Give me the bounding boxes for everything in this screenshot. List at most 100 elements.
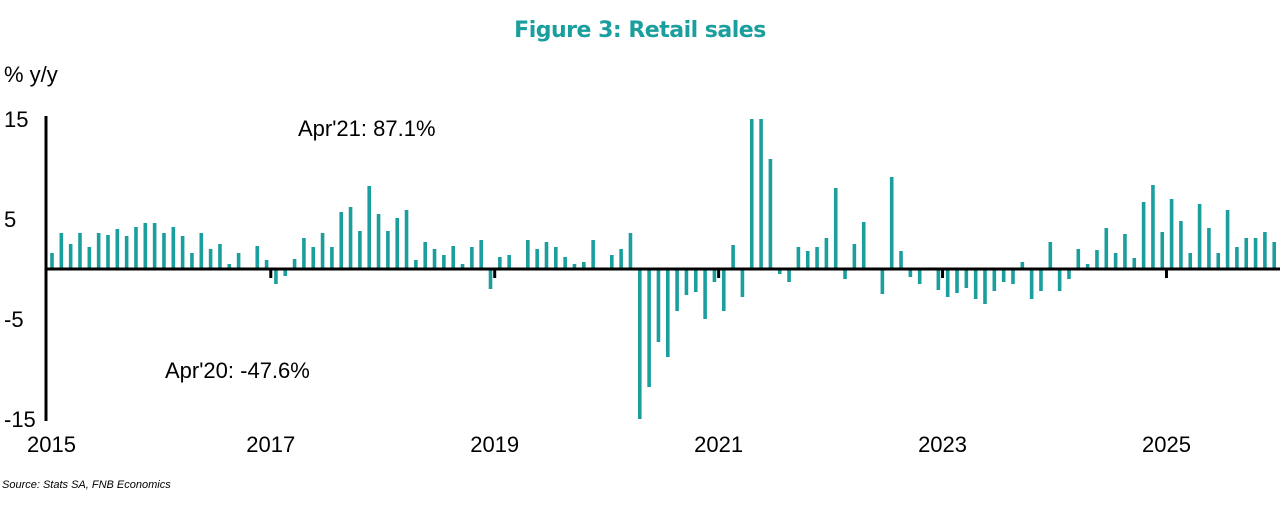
- bar: [124, 236, 129, 269]
- bar: [1085, 264, 1090, 269]
- bar: [656, 269, 661, 342]
- bar: [554, 247, 558, 269]
- bar: [339, 212, 344, 269]
- bar: [208, 249, 213, 269]
- bar: [1188, 253, 1193, 269]
- bar: [992, 269, 997, 291]
- x-tick-label: 2023: [918, 432, 967, 457]
- bar: [777, 269, 782, 274]
- bar: [302, 238, 306, 269]
- bar: [1197, 204, 1202, 269]
- bar: [106, 235, 110, 269]
- bar: [563, 257, 567, 269]
- bar: [749, 119, 754, 269]
- bar: [880, 269, 885, 294]
- bar: [591, 240, 595, 269]
- bar: [87, 247, 92, 269]
- bar: [861, 222, 866, 269]
- bar: [693, 269, 698, 292]
- bar: [1001, 269, 1006, 282]
- bar: [171, 227, 176, 269]
- bar: [1151, 185, 1155, 269]
- bar: [852, 244, 857, 269]
- source-note: Source: Stats SA, FNB Economics: [2, 479, 171, 491]
- bar: [1020, 262, 1025, 269]
- bar: [936, 269, 941, 290]
- bar: [983, 269, 987, 304]
- bar: [889, 177, 894, 269]
- x-tick-label: 2025: [1142, 432, 1191, 457]
- bar: [1225, 210, 1230, 269]
- bar: [1029, 269, 1034, 299]
- bar: [675, 269, 679, 311]
- bar: [1123, 234, 1127, 269]
- bar: [703, 269, 707, 319]
- bar: [908, 269, 913, 277]
- bar: [442, 255, 446, 269]
- bar: [227, 264, 232, 269]
- bar: [199, 233, 204, 269]
- bar: [1095, 250, 1099, 269]
- bar: [526, 240, 530, 269]
- bar: [376, 214, 381, 269]
- bar: [759, 119, 763, 269]
- bar: [320, 233, 325, 269]
- bar: [255, 246, 260, 269]
- bar: [805, 251, 810, 269]
- bar: [964, 269, 969, 288]
- bar: [535, 249, 539, 269]
- bar: [731, 245, 735, 269]
- bar: [479, 240, 483, 269]
- bar: [740, 269, 745, 297]
- bar: [833, 188, 838, 269]
- bar: [386, 231, 390, 269]
- bar: [787, 269, 791, 282]
- bar: [973, 269, 978, 299]
- bar: [1244, 238, 1249, 269]
- bar: [358, 231, 362, 269]
- bar: [544, 242, 549, 269]
- bar: [236, 253, 241, 269]
- bar: [1253, 238, 1258, 269]
- bar: [283, 269, 288, 276]
- bar: [59, 233, 64, 269]
- bar: [96, 233, 101, 269]
- y-axis-label: % y/y: [4, 62, 58, 87]
- bar: [78, 233, 82, 269]
- bar: [917, 269, 922, 284]
- bar: [1272, 242, 1277, 269]
- bar: [1104, 228, 1109, 269]
- bar: [432, 249, 437, 269]
- x-tick-label: 2015: [27, 432, 76, 457]
- y-tick-label: 5: [4, 207, 16, 232]
- bar: [1113, 253, 1118, 269]
- bar: [1076, 249, 1081, 269]
- bar: [1039, 269, 1043, 291]
- x-tick-label: 2021: [694, 432, 743, 457]
- bar: [796, 247, 801, 269]
- bar: [460, 264, 465, 269]
- bar: [367, 186, 372, 269]
- bar: [218, 244, 222, 269]
- annotation-apr21: Apr'21: 87.1%: [298, 116, 436, 141]
- bar: [115, 229, 120, 269]
- bar: [815, 247, 819, 269]
- bar: [1235, 247, 1239, 269]
- bar: [330, 247, 334, 269]
- bar: [945, 269, 950, 297]
- chart-title: Figure 3: Retail sales: [514, 18, 766, 43]
- bar: [610, 255, 614, 269]
- bar: [1216, 253, 1221, 269]
- bar: [395, 218, 400, 269]
- bar: [1160, 232, 1165, 269]
- y-tick-label: 15: [4, 107, 28, 132]
- bar: [274, 269, 278, 284]
- bar: [143, 223, 148, 269]
- annotation-apr20: Apr'20: -47.6%: [165, 358, 310, 383]
- y-tick-label: -5: [4, 307, 24, 332]
- bar: [1263, 232, 1267, 269]
- bar: [451, 246, 455, 269]
- bar: [1207, 228, 1211, 269]
- bar: [498, 257, 502, 269]
